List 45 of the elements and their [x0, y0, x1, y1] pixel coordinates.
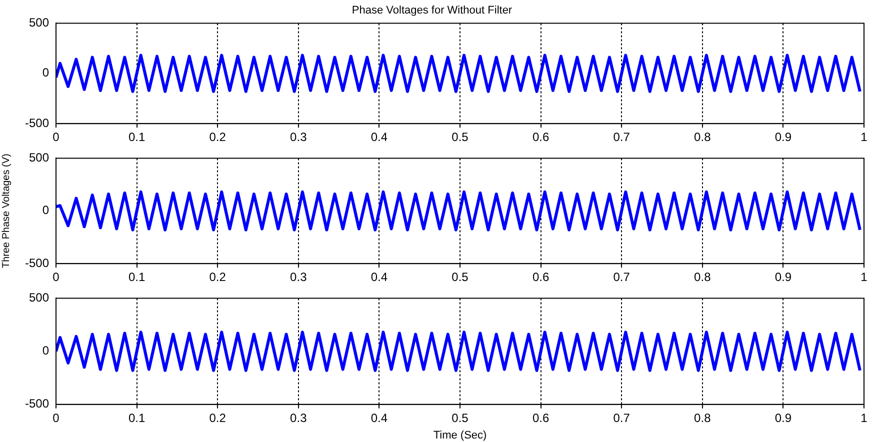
x-tick-label: 0 [52, 270, 60, 284]
x-tick-label: 0.3 [290, 410, 308, 425]
x-tick-label: 0.4 [370, 130, 388, 144]
x-tick-label: 0.6 [532, 270, 550, 284]
x-tick-label: 0.1 [128, 130, 146, 144]
x-tick-label: 0.6 [532, 130, 550, 144]
x-tick-label: 0.2 [209, 410, 226, 425]
chart-title: Phase Voltages for Without Filter [352, 4, 512, 17]
x-tick-label: 0.5 [452, 130, 469, 144]
y-axis-title: Three Phase Voltages (V) [0, 154, 12, 268]
x-tick-label: 1 [860, 270, 868, 284]
x-tick-label: 0.2 [209, 270, 226, 284]
x-tick-label: 0.6 [532, 410, 550, 425]
x-tick-label: 0.4 [370, 270, 388, 284]
x-axis-title: Time (Sec) [433, 429, 487, 442]
x-tick-label: 0.2 [209, 130, 226, 144]
x-tick-label: 0.1 [128, 410, 146, 425]
x-tick-label: 0 [52, 130, 60, 144]
y-tick-label: -500 [24, 256, 50, 270]
x-tick-label: 0.9 [774, 130, 792, 144]
y-tick-label: 500 [28, 16, 50, 30]
y-tick-label: 500 [28, 290, 50, 305]
x-tick-label: 0.4 [370, 410, 388, 425]
x-tick-label: 0 [52, 410, 60, 425]
x-tick-label: 0.7 [613, 270, 630, 284]
x-tick-label: 0.3 [290, 270, 308, 284]
x-tick-label: 0.5 [452, 270, 469, 284]
x-tick-label: 0.1 [128, 270, 146, 284]
x-tick-label: 0.8 [694, 270, 712, 284]
x-tick-label: 1 [860, 410, 868, 425]
x-tick-label: 0.8 [694, 130, 712, 144]
x-tick-label: 0.7 [613, 130, 630, 144]
y-tick-label: 500 [28, 150, 50, 165]
y-tick-label: -500 [24, 396, 50, 411]
x-tick-label: 0.8 [694, 410, 712, 425]
y-tick-label: 0 [42, 203, 50, 218]
y-tick-label: 0 [42, 66, 50, 80]
x-tick-label: 0.3 [290, 130, 308, 144]
x-tick-label: 0.5 [452, 410, 469, 425]
y-tick-label: -500 [24, 116, 50, 130]
x-tick-label: 0.7 [613, 410, 630, 425]
y-tick-label: 0 [42, 344, 50, 358]
x-tick-label: 1 [860, 130, 868, 144]
x-tick-label: 0.9 [774, 410, 792, 425]
x-tick-label: 0.9 [774, 270, 792, 284]
